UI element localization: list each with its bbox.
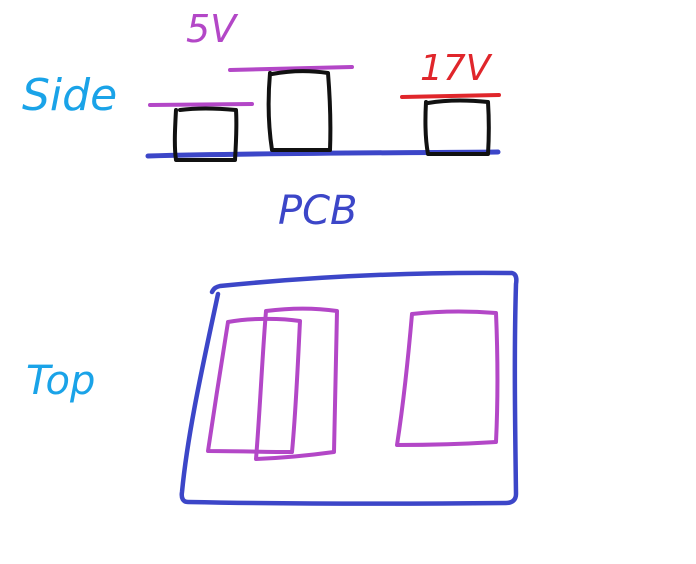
component-top-right (395, 309, 500, 447)
height-line-5v (228, 65, 354, 72)
side-view-label: Side (22, 70, 117, 121)
height-line-small-component (148, 102, 254, 107)
pcb-top-outline (179, 270, 519, 506)
voltage-5v-label: 5V (186, 7, 239, 51)
component-side-tall (266, 69, 333, 152)
component-top-middle (254, 306, 339, 461)
height-line-17v (400, 93, 501, 99)
component-side-small (172, 106, 239, 162)
pcb-label: PCB (278, 188, 358, 234)
component-side-17v (423, 98, 491, 156)
voltage-17v-label: 17V (420, 48, 493, 89)
component-top-left (206, 316, 302, 454)
top-view-label: Top (26, 358, 95, 404)
